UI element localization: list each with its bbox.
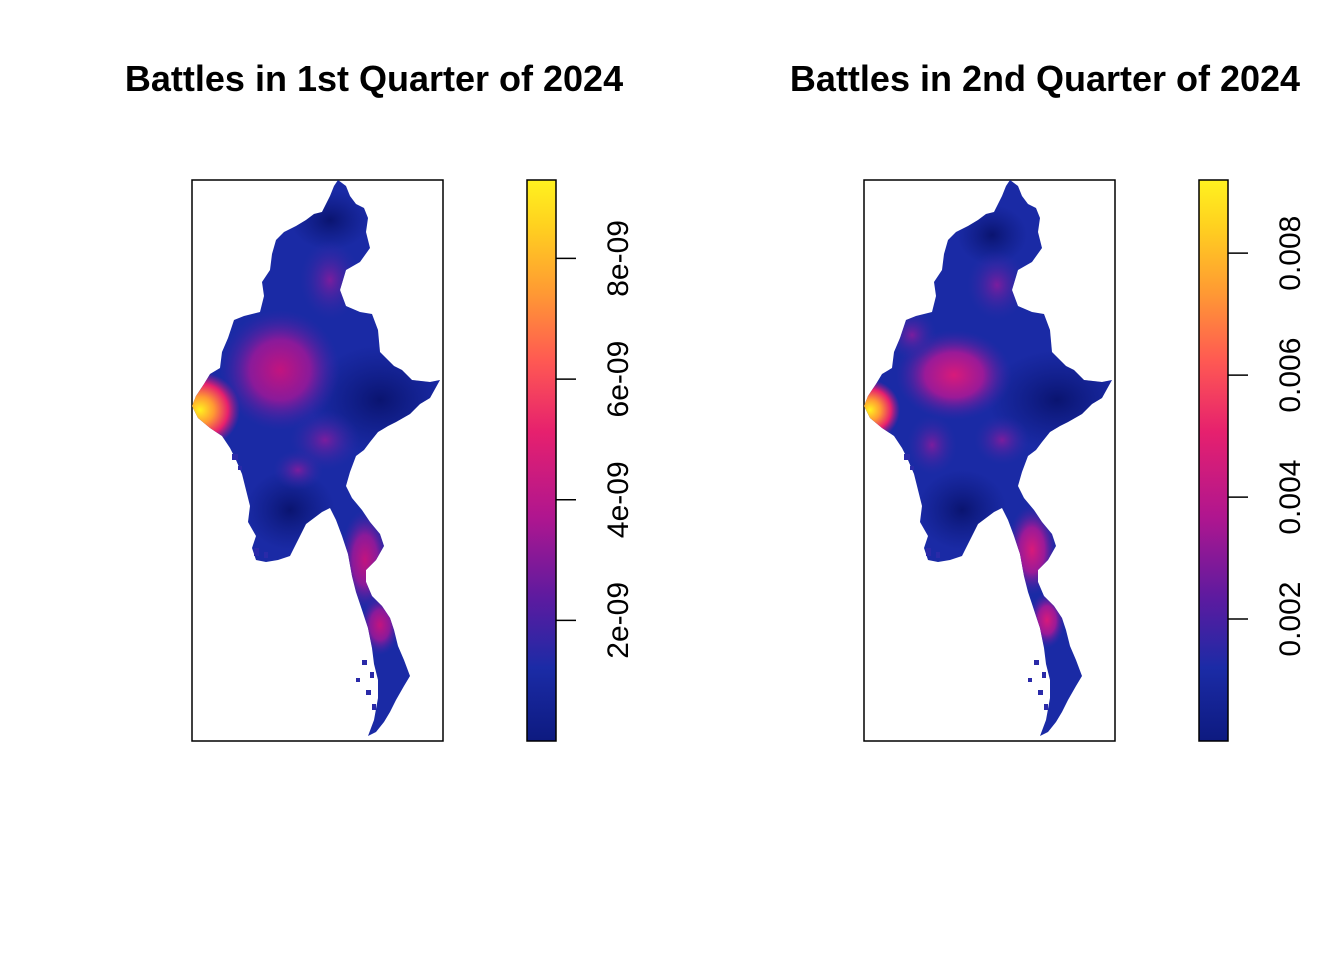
colorbar-tick-label: 4e-09 xyxy=(602,461,635,538)
colorbar-tick-label: 0.002 xyxy=(1274,582,1307,657)
myanmar-density-surface xyxy=(192,180,440,736)
map-frame xyxy=(191,179,444,742)
colorbar-tick-label: 0.006 xyxy=(1274,338,1307,413)
colorbar-legend xyxy=(1198,179,1229,742)
colorbar-tick-label: 0.004 xyxy=(1274,460,1307,535)
colorbar-ticks: 0.002 0.004 0.006 0.008 xyxy=(1228,216,1307,657)
colorbar-tick-label: 0.008 xyxy=(1274,216,1307,291)
colorbar-tick-label: 2e-09 xyxy=(602,582,635,659)
panel-title: Battles in 1st Quarter of 2024 xyxy=(124,58,624,99)
colorbar-tick-label: 8e-09 xyxy=(602,220,635,297)
colorbar-ticks: 2e-09 4e-09 6e-09 8e-09 xyxy=(556,220,635,659)
density-map-q1: 2e-09 4e-09 6e-09 8e-09 xyxy=(191,179,635,742)
map-frame xyxy=(863,179,1116,742)
island-speckles xyxy=(904,454,1048,710)
island-speckles xyxy=(232,454,376,710)
colorbar-tick-label: 6e-09 xyxy=(602,341,635,418)
panel-q2: Battles in 2nd Quarter of 2024 xyxy=(672,0,1344,960)
colorbar-legend xyxy=(526,179,557,742)
myanmar-density-surface xyxy=(864,180,1112,736)
panel-title: Battles in 2nd Quarter of 2024 xyxy=(789,58,1301,99)
density-map-q2: 0.002 0.004 0.006 0.008 xyxy=(863,179,1307,742)
panel-q1: Battles in 1st Quarter of 2024 xyxy=(124,58,635,742)
